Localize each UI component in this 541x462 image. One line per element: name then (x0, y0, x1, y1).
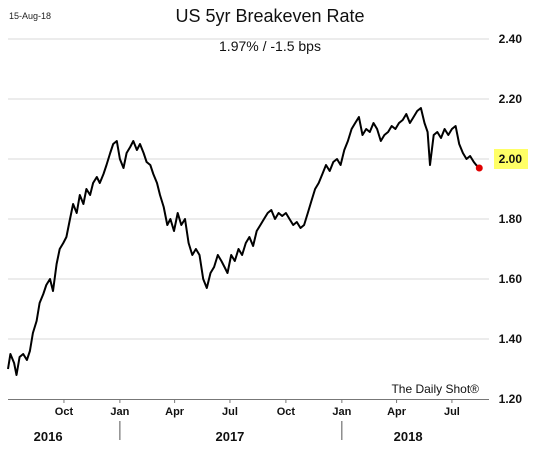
chart-title: US 5yr Breakeven Rate (175, 6, 364, 26)
series-line (7, 107, 480, 376)
year-labels: 2016 2017 2018 (34, 429, 423, 444)
y-axis-ticks: 2.40 2.20 2.00 1.80 1.60 1.40 1.20 (494, 32, 528, 406)
source-label: The Daily Shot® (391, 382, 479, 396)
y-tick-label: 2.20 (499, 92, 523, 106)
y-tick-label: 1.60 (499, 272, 523, 286)
y-tick-label: 1.20 (499, 392, 523, 406)
x-tick-label: Jan (110, 406, 129, 418)
year-label: 2017 (215, 429, 244, 444)
x-tick-label: Jul (444, 406, 460, 418)
year-label: 2018 (394, 429, 423, 444)
x-tick-label: Apr (387, 406, 407, 418)
x-tick-label: Oct (55, 406, 74, 418)
y-tick-label: 2.00 (499, 152, 523, 166)
highlight-box (494, 149, 528, 169)
year-dividers (119, 421, 343, 440)
x-tick-label: Jan (332, 406, 351, 418)
x-tick-label: Apr (165, 406, 185, 418)
x-tick-label: Oct (277, 406, 296, 418)
y-tick-label: 2.40 (499, 32, 523, 46)
y-tick-label: 1.80 (499, 212, 523, 226)
chart-subtitle: 1.97% / -1.5 bps (219, 38, 321, 54)
date-label: 15-Aug-18 (9, 11, 51, 21)
year-label: 2016 (34, 429, 63, 444)
y-tick-label: 1.40 (499, 332, 523, 346)
x-axis-ticks: Oct Jan Apr Jul Oct Jan Apr Jul (55, 399, 460, 418)
x-tick-label: Jul (222, 406, 238, 418)
gridlines (8, 38, 489, 340)
last-value-marker (475, 164, 483, 172)
